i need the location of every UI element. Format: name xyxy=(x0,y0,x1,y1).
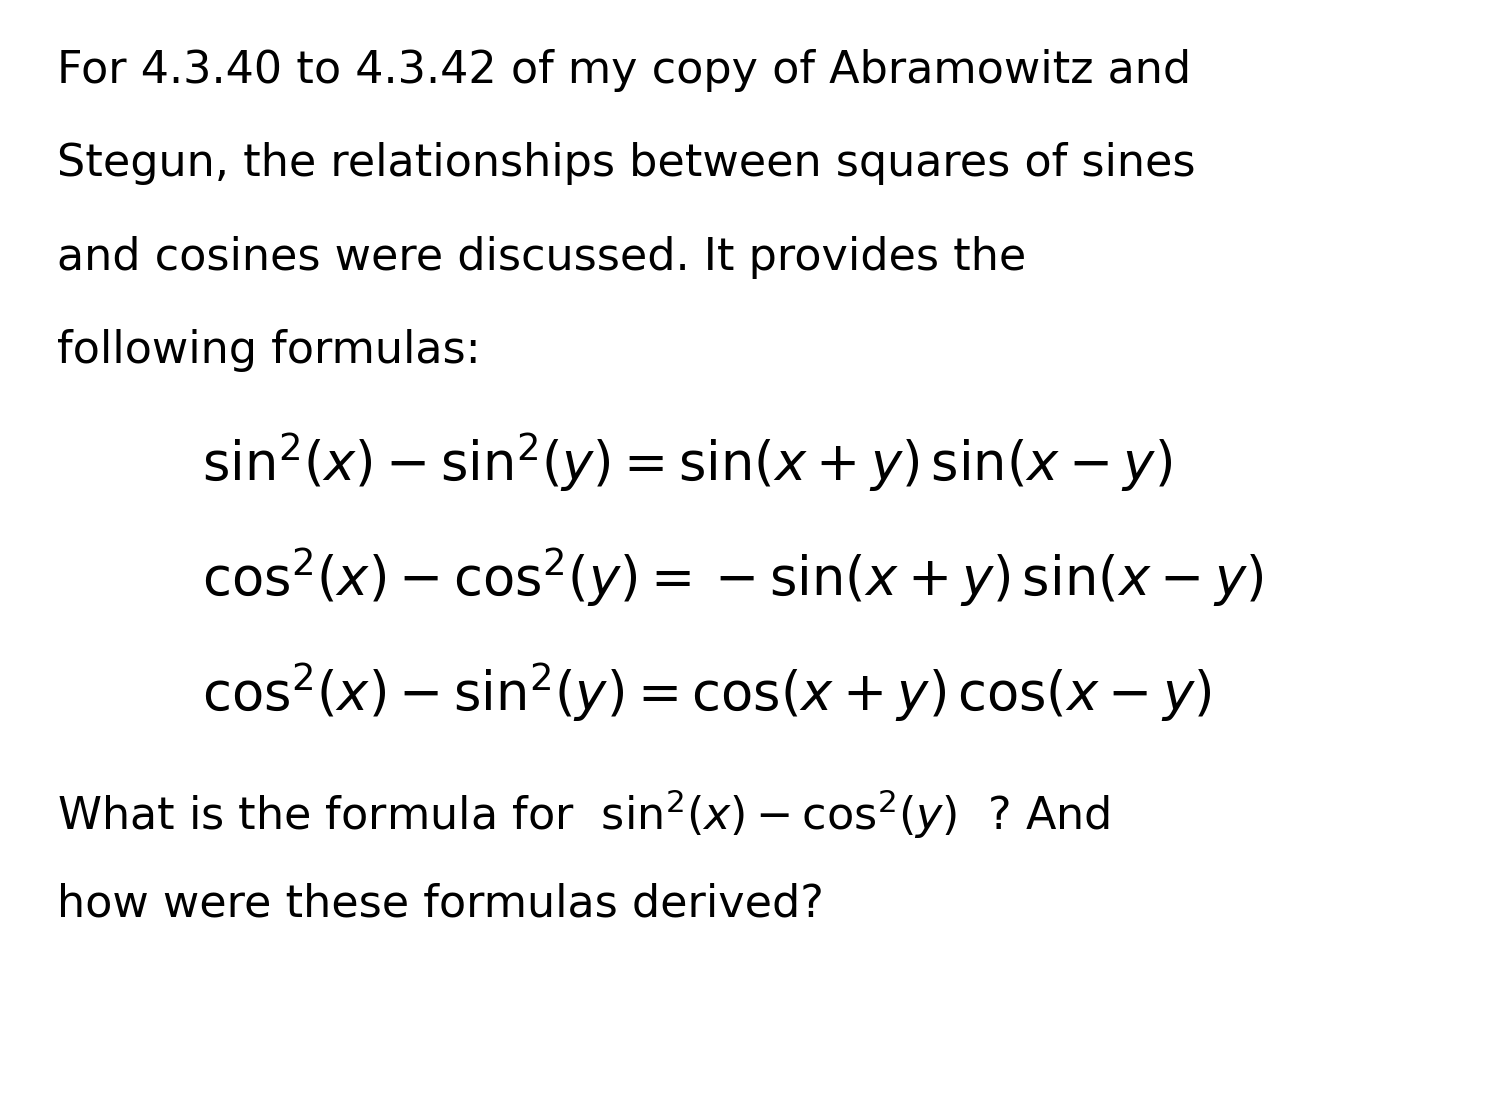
Text: $\mathrm{sin}^2(x) - \mathrm{sin}^2(y) = \mathrm{sin}(x+y)\,\mathrm{sin}(x-y)$: $\mathrm{sin}^2(x) - \mathrm{sin}^2(y) =… xyxy=(202,431,1173,494)
Text: What is the formula for  $\mathrm{sin}^2(x) - \mathrm{cos}^2(y)$  ? And: What is the formula for $\mathrm{sin}^2(… xyxy=(57,787,1110,841)
Text: how were these formulas derived?: how were these formulas derived? xyxy=(57,882,824,925)
Text: $\mathrm{cos}^2(x) - \mathrm{sin}^2(y) = \mathrm{cos}(x+y)\,\mathrm{cos}(x-y)$: $\mathrm{cos}^2(x) - \mathrm{sin}^2(y) =… xyxy=(202,661,1212,724)
Text: For 4.3.40 to 4.3.42 of my copy of Abramowitz and: For 4.3.40 to 4.3.42 of my copy of Abram… xyxy=(57,49,1191,92)
Text: Stegun, the relationships between squares of sines: Stegun, the relationships between square… xyxy=(57,142,1196,185)
Text: $\mathrm{cos}^2(x) - \mathrm{cos}^2(y) = -\mathrm{sin}(x+y)\,\mathrm{sin}(x-y)$: $\mathrm{cos}^2(x) - \mathrm{cos}^2(y) =… xyxy=(202,546,1263,609)
Text: and cosines were discussed. It provides the: and cosines were discussed. It provides … xyxy=(57,236,1026,278)
Text: following formulas:: following formulas: xyxy=(57,329,480,372)
